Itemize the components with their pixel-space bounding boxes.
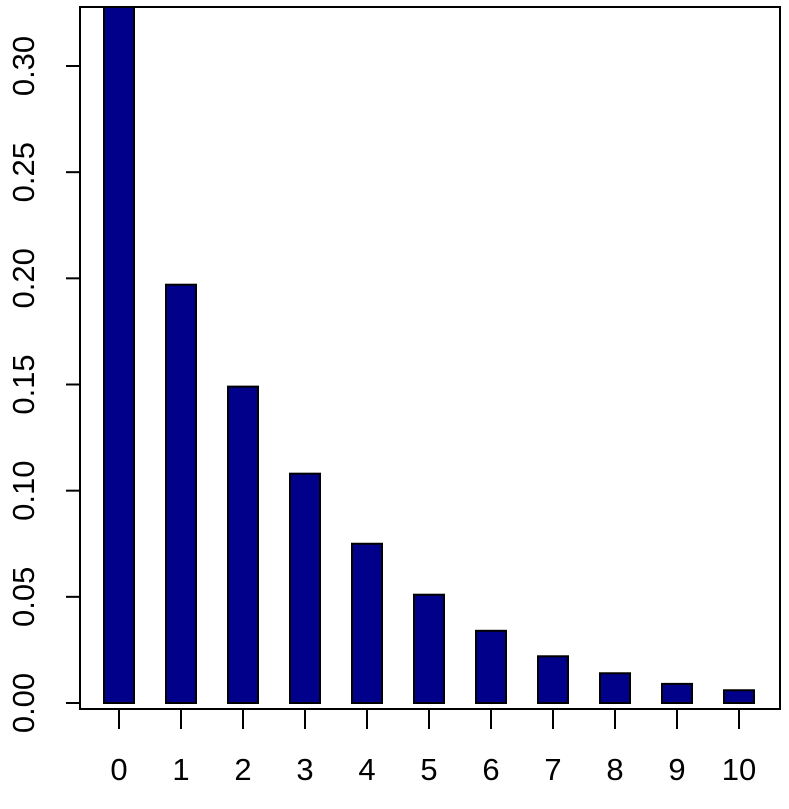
x-axis: 0 1 2 3 4 5 6 7 8 9 10 <box>110 709 756 787</box>
bar-3 <box>289 472 321 704</box>
x-tick-label: 3 <box>296 752 313 787</box>
bar-2 <box>227 385 259 704</box>
bar-1 <box>165 283 197 704</box>
bar-6 <box>475 629 507 704</box>
y-tick-label: 0.20 <box>6 248 41 308</box>
bar-4 <box>351 542 383 704</box>
x-tick-label: 8 <box>606 752 623 787</box>
y-tick-label: 0.05 <box>6 567 41 627</box>
x-tick-label: 0 <box>110 752 127 787</box>
x-tick-label: 6 <box>482 752 499 787</box>
y-axis: 0.00 0.05 0.10 0.15 0.20 0.25 0.30 <box>6 36 80 733</box>
bars-group <box>103 6 755 705</box>
x-tick-label: 5 <box>420 752 437 787</box>
bar-5 <box>413 593 445 705</box>
bar-9 <box>661 682 693 705</box>
x-tick-label: 1 <box>172 752 189 787</box>
y-tick-label: 0.10 <box>6 460 41 520</box>
bar-10 <box>723 689 755 705</box>
bar-0 <box>103 6 135 704</box>
x-tick-label: 2 <box>234 752 251 787</box>
y-tick-label: 0.00 <box>6 673 41 733</box>
y-tick-label: 0.30 <box>6 36 41 96</box>
x-tick-label: 10 <box>722 752 756 787</box>
bar-8 <box>599 672 631 704</box>
x-tick-label: 7 <box>544 752 561 787</box>
bar-7 <box>537 655 569 705</box>
x-tick-label: 9 <box>668 752 685 787</box>
y-tick-label: 0.15 <box>6 354 41 414</box>
x-tick-label: 4 <box>358 752 375 787</box>
y-tick-label: 0.25 <box>6 142 41 202</box>
